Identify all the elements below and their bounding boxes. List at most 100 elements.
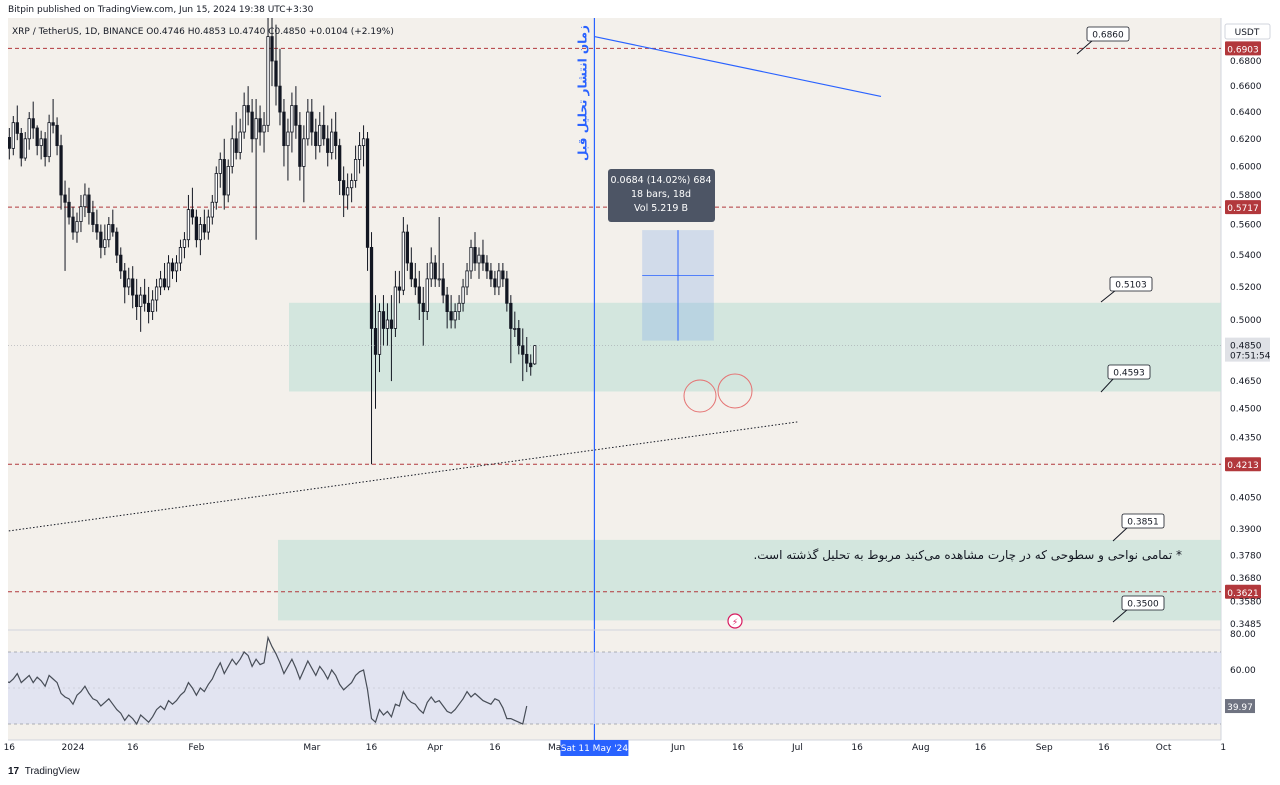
level-label-bg-2: [1225, 457, 1261, 472]
candle: [385, 303, 390, 346]
callout-pointer: [1112, 608, 1129, 623]
level-label-bg-0: [1225, 41, 1261, 56]
candle: [123, 262, 127, 304]
candle: [469, 239, 473, 279]
candle-body: [433, 262, 437, 280]
rsi-tick-1: 60.00: [1230, 666, 1256, 676]
candle-body: [326, 138, 330, 153]
rsi-line: [8, 635, 528, 726]
candle: [282, 99, 286, 167]
candle: [107, 217, 111, 248]
candle: [485, 255, 489, 279]
candle-body: [517, 328, 521, 347]
candle-body: [282, 111, 286, 147]
candle: [353, 145, 358, 188]
candle-body: [290, 105, 294, 133]
highlighted-date-bg: [560, 740, 629, 756]
price-axis-background: [1221, 18, 1280, 740]
time-tick-label: Mar: [303, 743, 320, 753]
candle: [413, 262, 417, 296]
candle: [4, 127, 6, 167]
candle-body: [318, 124, 322, 147]
candle-body: [166, 262, 171, 288]
rsi-value-bg: [1225, 699, 1255, 714]
chart-canvas[interactable]: 0.6903 0.5717 0.4213 0.3621 0.0684 (14.02%)…: [0, 18, 1280, 770]
candle: [139, 286, 143, 332]
price-axis[interactable]: USDT 0.6800 0.6600 0.6400 0.6200 0.6000 0.5800…: [8, 23, 1271, 630]
candle-body: [529, 362, 533, 368]
candle: [310, 99, 314, 146]
candle: [55, 117, 59, 156]
time-tick-label: 16: [1098, 743, 1110, 753]
candle: [250, 99, 254, 153]
candle-body: [373, 328, 378, 355]
candle: [302, 125, 306, 203]
candle: [178, 239, 183, 271]
candle: [150, 290, 155, 320]
candle-body: [194, 216, 199, 241]
candle: [246, 86, 250, 126]
legend-info: XRP / TetherUS, 1D, BINANCE O0.4746 H0.4…: [12, 27, 394, 37]
candle: [190, 187, 195, 225]
highlighted-date-label: Sat 11 May '24: [561, 744, 629, 754]
candle-body: [8, 137, 11, 149]
candle: [465, 262, 469, 296]
candle-body: [461, 286, 465, 304]
candle: [449, 295, 453, 329]
candle-body: [63, 194, 67, 203]
candle: [417, 270, 421, 320]
callout-text: 0.6860: [1092, 31, 1124, 41]
time-tick-label: Oct: [1156, 743, 1172, 753]
candle-body: [190, 209, 195, 218]
time-tick-label: Jul: [791, 743, 803, 753]
price-callout-3: 0.3851: [1112, 513, 1165, 542]
measure-tool[interactable]: 0.0684 (14.02%) 684 18 bars, 18d Vol 5.219…: [608, 169, 715, 222]
candle-body: [222, 159, 226, 196]
callout-text: 0.5103: [1115, 281, 1147, 291]
candle-body: [51, 122, 55, 126]
candle-body: [182, 239, 187, 248]
candle-body: [107, 224, 111, 241]
candle: [99, 224, 103, 259]
price-tick-label: 0.6400: [1230, 108, 1262, 118]
candle-body: [465, 270, 469, 288]
candle: [127, 267, 131, 296]
candle: [533, 345, 537, 365]
candle-body: [210, 201, 214, 218]
candle-body: [83, 194, 87, 208]
candle: [182, 232, 187, 259]
candle: [441, 262, 445, 304]
candle: [143, 278, 147, 312]
candle: [91, 200, 95, 233]
time-axis[interactable]: 16 2024 16 Feb Mar 16 Apr 16 Ma Jun 16 Jul 16 Aug 16 Se…: [4, 740, 1227, 756]
candle: [206, 209, 210, 240]
time-tick-label: Apr: [427, 743, 443, 753]
price-tick-label: 0.4650: [1230, 377, 1262, 387]
publish-header: Bitpin published on TradingView.com, Jun…: [0, 0, 1280, 20]
candle: [63, 180, 67, 271]
price-tick-label: 0.3485: [1230, 620, 1262, 630]
candle-body: [15, 122, 19, 134]
candle-body: [278, 85, 282, 113]
current-price-bg: [1225, 337, 1270, 362]
candle-body: [429, 262, 433, 280]
candle-body: [143, 294, 147, 304]
candle-body: [115, 231, 119, 256]
candle: [369, 232, 374, 465]
candle-body: [381, 311, 386, 329]
candles-layer: [4, 18, 537, 465]
candle-body: [513, 328, 517, 330]
candle: [27, 112, 31, 150]
candle-body: [342, 180, 346, 196]
candle: [381, 295, 386, 346]
candle: [75, 212, 79, 243]
candle-body: [47, 122, 51, 158]
candle-body: [533, 345, 537, 365]
price-tick-label: 0.4500: [1230, 405, 1262, 415]
tradingview-brand: TradingView: [24, 766, 80, 777]
candle-body: [131, 278, 135, 296]
support-zone-0: [289, 302, 1221, 392]
candle: [357, 132, 362, 174]
candle: [429, 247, 433, 287]
candle-body: [310, 111, 314, 133]
